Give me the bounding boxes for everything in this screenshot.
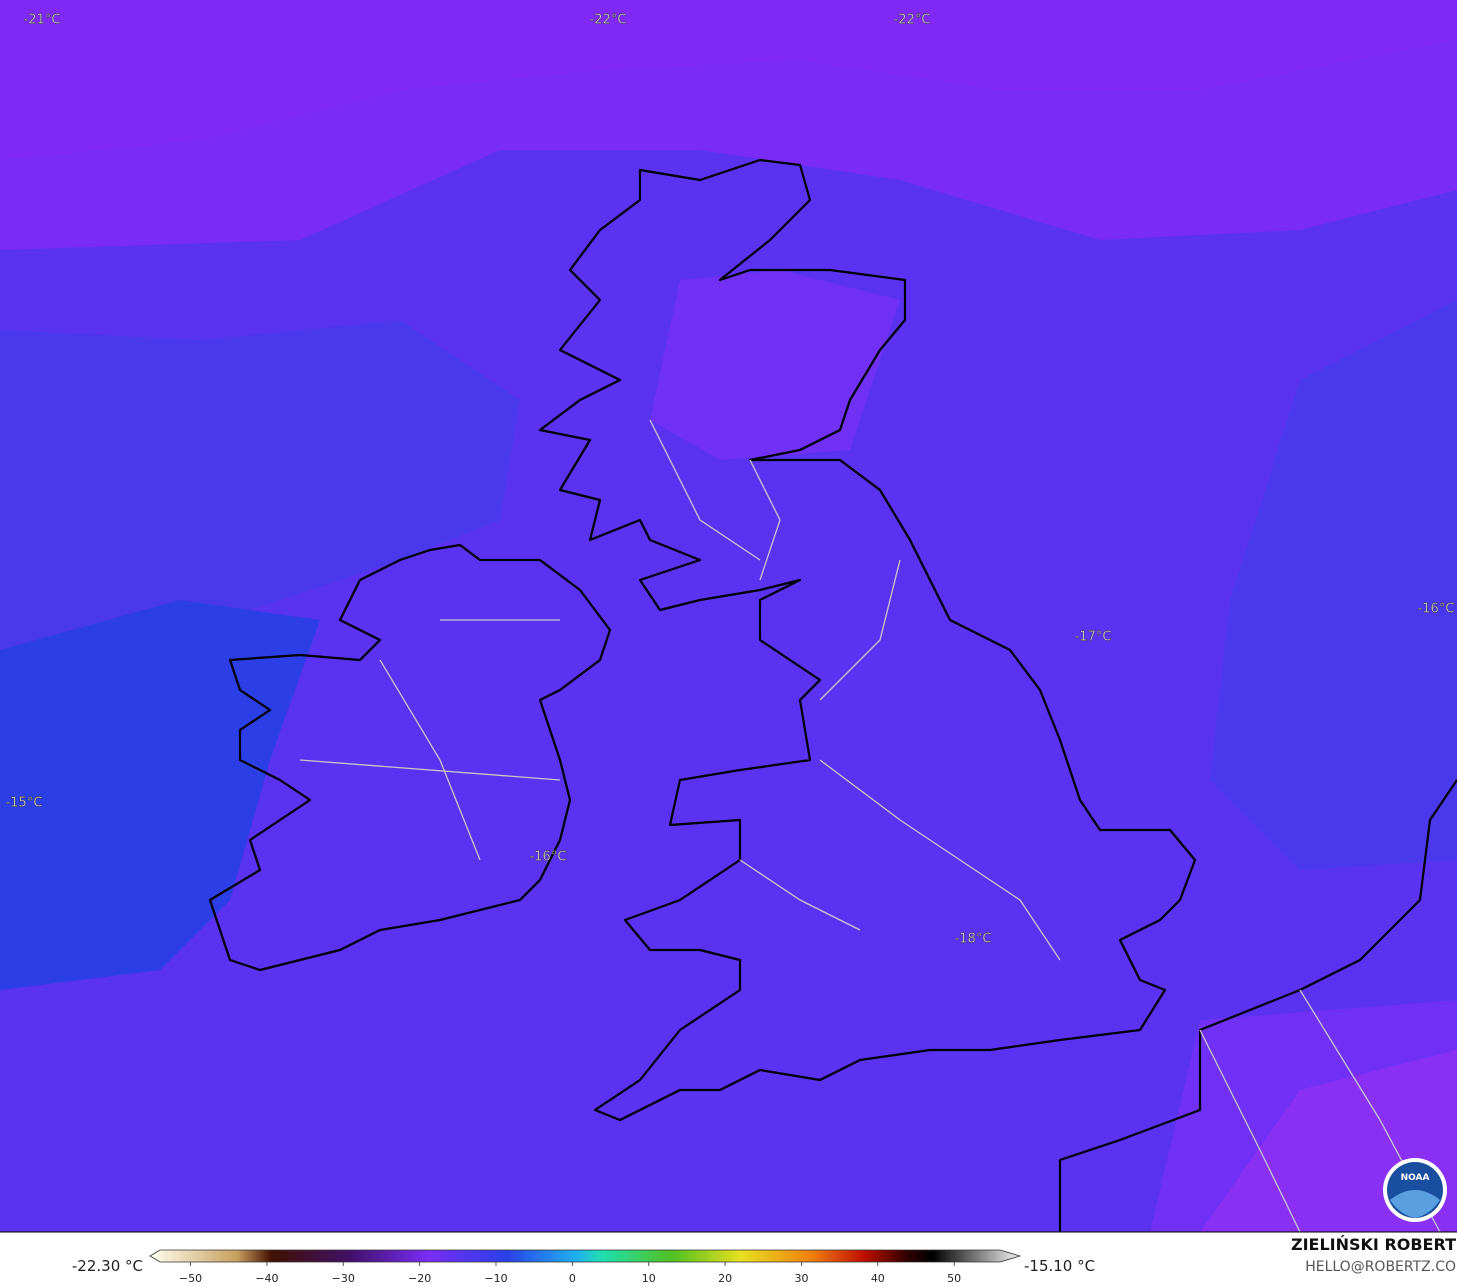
contour-label: -17°C: [1075, 630, 1112, 645]
colorbar-tick-label: −30: [332, 1272, 355, 1285]
colorbar-tick-label: 50: [947, 1272, 961, 1285]
contour-label: -15°C: [6, 796, 43, 811]
field-warm-east: [1210, 300, 1457, 870]
noaa-logo: NOAA: [1383, 1158, 1447, 1222]
contour-label: -22°C: [590, 13, 627, 28]
colorbar-bar: [149, 1249, 1022, 1263]
field-warmest: [0, 600, 320, 990]
contour-labels: -21°C -22°C -22°C -17°C -16°C -15°C -16°…: [5, 12, 1455, 947]
colorbar-tick-label: 0: [569, 1272, 576, 1285]
field-scotland: [650, 270, 900, 460]
borders: [299, 419, 1441, 1233]
contour-label: -16°C: [530, 850, 567, 865]
colorbar-tick-label: 30: [794, 1272, 808, 1285]
map: [0, 0, 1457, 1233]
max-label: -15.10 °C: [1024, 1257, 1095, 1275]
min-label: -22.30 °C: [72, 1257, 143, 1275]
credit-email: HELLO@ROBERTZ.CO: [1305, 1259, 1456, 1275]
colorbar-tick-label: 10: [642, 1272, 656, 1285]
logo-wave: [1390, 1190, 1440, 1218]
coast-ireland: [208, 543, 612, 972]
colorbar-tick-label: 40: [871, 1272, 885, 1285]
coast-gb: [538, 158, 1197, 1122]
logo-text: NOAA: [1401, 1173, 1430, 1183]
field-coldest: [0, 0, 1457, 160]
field-warm: [0, 320, 520, 990]
colorbar-tick-label: −10: [484, 1272, 507, 1285]
colorbar-tick-label: 20: [718, 1272, 732, 1285]
contour-label: -18°C: [955, 932, 992, 947]
contour-label: -16°C: [1418, 602, 1455, 617]
contour-label: -21°C: [24, 13, 61, 28]
coast-france: [1058, 779, 1457, 1232]
colorbar-tick-label: −40: [255, 1272, 278, 1285]
colorbar: -22.30 °C -15.10 °C −50 −40 −30 −20 −10 0 10 20…: [72, 1249, 1095, 1285]
colorbar-tick-label: −20: [408, 1272, 431, 1285]
contour-label: -22°C: [894, 13, 931, 28]
colorbar-tick-label: −50: [179, 1272, 202, 1285]
credit-name: ZIELIŃSKI ROBERT: [1291, 1235, 1456, 1254]
